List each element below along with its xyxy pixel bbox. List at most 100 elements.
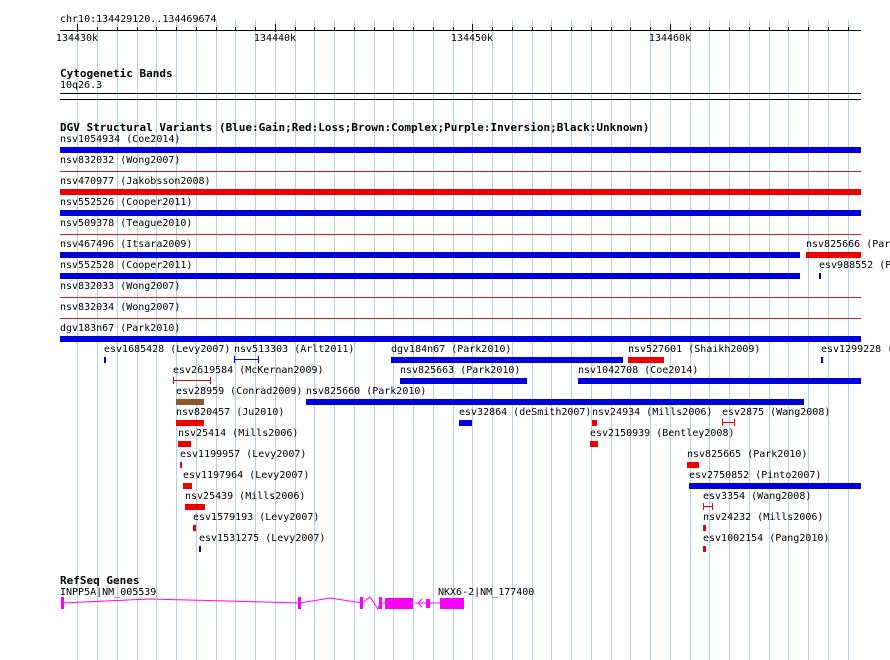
variant-line-loss[interactable] [60, 297, 861, 298]
region-label: chr10:134429120..134469674 [60, 14, 217, 25]
gene-nkx6-2-exon [440, 598, 464, 609]
gene-inpp5a-exon [360, 597, 363, 609]
variant-label: esv1002154 (Pang2010) [703, 533, 830, 544]
variant-bar-gain[interactable] [60, 210, 861, 216]
ruler-minor-tick [295, 27, 296, 31]
variant-line-loss[interactable] [60, 234, 861, 235]
variant-label: nsv25439 (Mills2006) [185, 491, 306, 502]
variant-label: esv2150939 (Bentley2008) [590, 428, 735, 439]
ruler-minor-tick [690, 27, 691, 31]
ruler-major-tick [472, 24, 473, 32]
track-title-cytobands[interactable]: Cytogenetic Bands [60, 67, 173, 80]
gene-inpp5a-exon [61, 597, 64, 609]
variant-whisker-end [258, 356, 259, 363]
variant-bar-loss[interactable] [185, 504, 205, 510]
variant-bar-loss[interactable] [60, 189, 861, 195]
ruler-minor-tick [334, 27, 335, 31]
ruler-label: 134450k [450, 33, 494, 44]
variant-label: nsv470977 (Jakobsson2008) [60, 176, 211, 187]
cytoband-bottom-line[interactable] [60, 99, 861, 100]
variant-bar-gain[interactable] [689, 483, 861, 489]
variant-bar-gain[interactable] [60, 252, 800, 258]
gene-label-nkx6-2: NKX6-2|NM_177400 [438, 587, 535, 598]
variant-bar-loss[interactable] [703, 546, 706, 552]
gene-nkx6-2-exon [426, 599, 430, 608]
variant-bar-loss[interactable] [806, 252, 861, 258]
ruler-minor-tick [137, 27, 138, 31]
variant-bar-gain[interactable] [306, 399, 804, 405]
ruler-label: 134440k [253, 33, 297, 44]
variant-bar-gain[interactable] [578, 378, 861, 384]
variant-bar-gain[interactable] [391, 357, 623, 363]
ruler-major-tick [77, 24, 78, 32]
variant-label: nsv552528 (Cooper2011) [60, 260, 193, 271]
ruler-minor-tick [571, 27, 572, 31]
variant-label: esv1531275 (Levy2007) [199, 533, 326, 544]
ruler-minor-tick [117, 27, 118, 31]
variant-label: nsv825663 (Park2010) [400, 365, 521, 376]
variant-whisker-end [210, 377, 211, 384]
variant-bar-gain[interactable] [459, 420, 472, 426]
variant-bar-gain[interactable] [819, 273, 821, 279]
variant-label: nsv1042708 (Coe2014) [578, 365, 699, 376]
variant-label: nsv467496 (Itsara2009) [60, 239, 193, 250]
variant-whisker-loss[interactable] [173, 380, 211, 381]
ruler-minor-tick [314, 27, 315, 31]
ruler-minor-tick [97, 27, 98, 31]
ruler-minor-tick [709, 27, 710, 31]
variant-label: esv32864 (deSmith2007) [459, 407, 592, 418]
variant-whisker-loss[interactable] [703, 506, 713, 507]
variant-bar-loss[interactable] [176, 420, 204, 426]
variant-bar-complex[interactable] [176, 399, 204, 405]
variant-bar-gain[interactable] [199, 546, 201, 552]
gene-inpp5a-intron [61, 596, 412, 611]
variant-label: esv1685428 (Levy2007) [104, 344, 231, 355]
ruler-minor-tick [650, 27, 651, 31]
variant-bar-gain[interactable] [60, 273, 800, 279]
variant-label: nsv1054934 (Coe2014) [60, 134, 181, 145]
ruler-minor-tick [354, 27, 355, 31]
gene-nkx6-2 [415, 598, 464, 609]
variant-label: dgv184n67 (Park2010) [391, 344, 512, 355]
variant-bar-loss[interactable] [703, 525, 706, 531]
ruler-minor-tick [492, 27, 493, 31]
variant-bar-loss[interactable] [193, 525, 196, 531]
ruler-minor-tick [374, 27, 375, 31]
variant-label: esv2875 (Wang2008) [722, 407, 831, 418]
gene-nkx6-2-arrow [417, 598, 423, 608]
ruler-minor-tick [828, 27, 829, 31]
variant-bar-loss[interactable] [628, 357, 664, 363]
variant-bar-loss[interactable] [590, 441, 598, 447]
variant-bar-gain[interactable] [104, 357, 106, 363]
variant-bar-loss[interactable] [183, 483, 192, 489]
variant-bar-loss[interactable] [178, 441, 191, 447]
variant-bar-gain[interactable] [400, 378, 527, 384]
variant-bar-loss[interactable] [180, 462, 182, 468]
variant-label: nsv24934 (Mills2006) [592, 407, 713, 418]
variant-bar-gain[interactable] [60, 147, 861, 153]
variant-bar-gain[interactable] [60, 336, 861, 342]
track-title-refseq[interactable]: RefSeq Genes [60, 574, 140, 587]
gene-inpp5a-exon [379, 597, 382, 609]
ruler-label: 134460k [648, 33, 692, 44]
ruler-minor-tick [156, 27, 157, 31]
variant-label: nsv25414 (Mills2006) [178, 428, 299, 439]
variant-whisker-gain[interactable] [234, 359, 259, 360]
variant-bar-gain[interactable] [821, 357, 823, 363]
variant-label: esv1579193 (Levy2007) [193, 512, 320, 523]
track-title-dgv[interactable]: DGV Structural Variants (Blue:Gain;Red:L… [60, 121, 650, 134]
variant-whisker-loss[interactable] [722, 422, 735, 423]
gene-inpp5a-exon [298, 597, 301, 609]
variant-label: nsv825660 (Park2010) [306, 386, 427, 397]
variant-bar-loss[interactable] [592, 420, 597, 426]
variant-bar-loss[interactable] [687, 462, 699, 468]
ruler-label: 134430k [55, 33, 99, 44]
ruler-minor-tick [848, 27, 849, 31]
variant-label: nsv509378 (Teague2010) [60, 218, 193, 229]
variant-label: nsv832032 (Wong2007) [60, 155, 181, 166]
variant-line-loss[interactable] [60, 318, 861, 319]
variant-whisker-end [173, 377, 174, 384]
ruler-minor-tick [630, 27, 631, 31]
variant-line-loss[interactable] [60, 171, 861, 172]
